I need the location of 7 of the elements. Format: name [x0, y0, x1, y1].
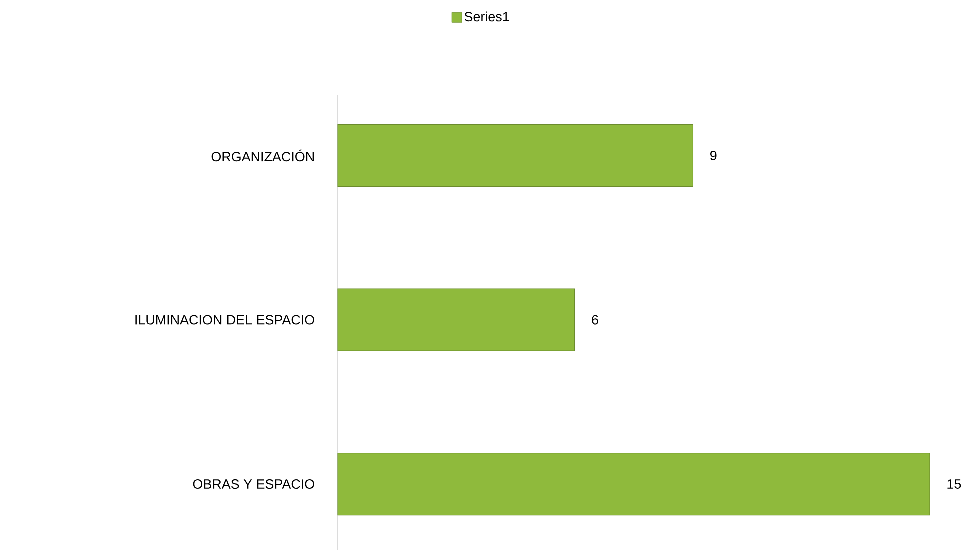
data-label: 9 [710, 151, 717, 161]
y-tick-label: OBRAS Y ESPACIO [193, 480, 314, 490]
y-tick-label: ILUMINACION DEL ESPACIO [136, 315, 314, 325]
data-label: 6 [592, 315, 598, 325]
data-label: 15 [948, 480, 962, 489]
y-tick-label: ORGANIZACIÓN [212, 150, 314, 162]
legend-label: Series1 [464, 12, 510, 22]
